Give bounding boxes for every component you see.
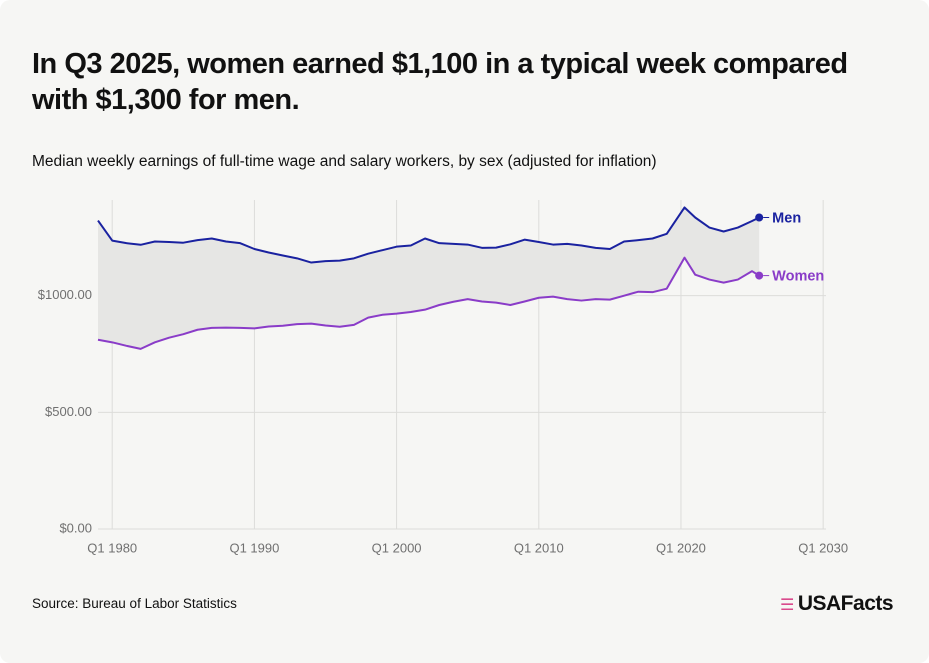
- logo: ☰ USAFacts: [780, 592, 894, 615]
- x-tick-label: Q1 2030: [798, 540, 848, 555]
- source: Source: Bureau of Labor Statistics: [32, 596, 237, 611]
- chart-subtitle: Median weekly earnings of full-time wage…: [32, 153, 657, 170]
- y-tick-label: $1000.00: [38, 287, 92, 302]
- x-tick-label: Q1 1980: [87, 540, 137, 555]
- x-tick-label: Q1 2020: [656, 540, 706, 555]
- y-tick-label: $500.00: [45, 404, 92, 419]
- legend-label: Men: [772, 210, 801, 226]
- x-tick-label: Q1 2000: [372, 540, 422, 555]
- series-line: [97, 206, 760, 264]
- legend-label: Women: [772, 268, 824, 284]
- chart-title: In Q3 2025, women earned $1,100 in a typ…: [32, 48, 848, 116]
- x-tick-label: Q1 2010: [514, 540, 564, 555]
- x-tick-label: Q1 1990: [229, 540, 279, 555]
- y-tick-label: $0.00: [59, 520, 92, 535]
- end-point: [755, 213, 764, 222]
- end-point: [755, 271, 764, 280]
- brand: USAFacts: [797, 592, 894, 615]
- series-line: [97, 256, 760, 350]
- gap-area: [98, 207, 760, 349]
